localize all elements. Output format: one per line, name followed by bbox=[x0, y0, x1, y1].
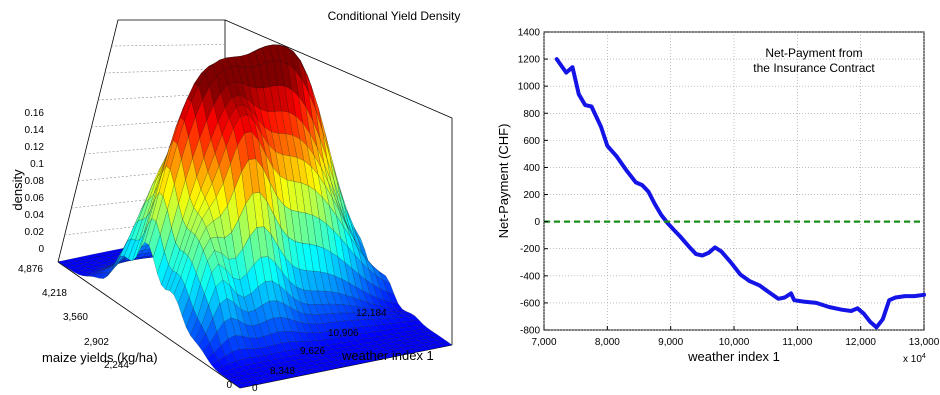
z-tick-label: 0.1 bbox=[30, 159, 44, 170]
back-gridline bbox=[111, 44, 226, 47]
z-tick-label: 0.04 bbox=[25, 210, 45, 221]
z-tick-label: 0.14 bbox=[25, 125, 45, 136]
y-tick-label: 1000 bbox=[518, 82, 541, 93]
z-tick-label: 0.02 bbox=[25, 227, 45, 238]
x-tick-label: 11,000 bbox=[782, 337, 812, 348]
y-tick-label: 1200 bbox=[518, 55, 541, 66]
y-tick-label: -400 bbox=[520, 271, 540, 282]
z-axis-ticks: 0.16 0.14 0.12 0.1 0.08 0.06 0.04 0.02 0 bbox=[25, 108, 45, 255]
line-title-line-2: the Insurance Contract bbox=[753, 61, 875, 75]
surface-z-label: density bbox=[10, 169, 25, 211]
x-tick-label: 9,000 bbox=[658, 337, 683, 348]
maize-tick-label: 2,244 bbox=[104, 360, 129, 371]
line-y-label: Net-Payment (CHF) bbox=[496, 124, 511, 239]
surface-title: Conditional Yield Density bbox=[328, 9, 461, 23]
line-series bbox=[544, 57, 926, 330]
maize-axis-ticks: 4,876 4,218 3,560 2,902 2,244 0 bbox=[18, 264, 232, 391]
y-tick-label: 400 bbox=[523, 163, 540, 174]
x-multiplier-exp: 4 bbox=[922, 353, 926, 360]
y-tick-label: -800 bbox=[520, 326, 540, 337]
back-gridline bbox=[77, 166, 226, 182]
surface-y-label: weather index 1 bbox=[341, 348, 434, 363]
y-tick-label: 1400 bbox=[518, 28, 541, 39]
x-tick-label: 13,000 bbox=[909, 337, 940, 348]
surface-patch bbox=[235, 383, 248, 389]
maize-tick-label: 0 bbox=[226, 380, 232, 391]
x-tick-label: 12,000 bbox=[845, 337, 876, 348]
x-tick-label: 8,000 bbox=[595, 337, 620, 348]
maize-tick-label: 3,560 bbox=[63, 312, 88, 323]
z-tick-label: 0.08 bbox=[25, 176, 45, 187]
x-tick-label: 7,000 bbox=[531, 337, 556, 348]
maize-tick-label: 4,876 bbox=[18, 264, 43, 275]
y-tick-label: 200 bbox=[523, 190, 540, 201]
maize-tick-label: 2,902 bbox=[84, 337, 109, 348]
weather-tick-label: 0 bbox=[252, 383, 258, 394]
line-y-ticks: 1400 1200 1000 800 600 400 200 0 -200 -400 -600 -80… bbox=[518, 28, 548, 337]
weather-tick-label: 9,626 bbox=[300, 346, 325, 357]
surface-strips bbox=[57, 44, 453, 389]
y-tick-label: 0 bbox=[534, 217, 540, 228]
y-tick-label: -600 bbox=[520, 298, 540, 309]
weather-tick-label: 8,348 bbox=[270, 366, 295, 377]
z-tick-label: 0.06 bbox=[25, 193, 45, 204]
y-tick-label: -200 bbox=[520, 244, 540, 255]
x-tick-label: 10,000 bbox=[719, 337, 750, 348]
surface-x-label: maize yields (kg/ha) bbox=[42, 350, 158, 365]
net-payment-line bbox=[554, 57, 926, 330]
x-multiplier-base: x 10 bbox=[903, 354, 922, 365]
maize-tick-label: 4,218 bbox=[42, 288, 67, 299]
weather-tick-label: 10,906 bbox=[328, 328, 359, 339]
z-tick-label: 0.16 bbox=[25, 108, 45, 119]
plot-area bbox=[543, 31, 925, 331]
line-x-label: weather index 1 bbox=[687, 349, 780, 364]
z-tick-label: 0.12 bbox=[25, 142, 45, 153]
x-multiplier: x 104 bbox=[903, 353, 926, 365]
line-x-ticks: 7,000 8,000 9,000 10,000 11,000 12,000 13,000 bbox=[531, 326, 940, 348]
line-chart: 1400 1200 1000 800 600 400 200 0 -200 -400 -600 -80… bbox=[496, 28, 940, 366]
z-tick-label: 0 bbox=[38, 244, 44, 255]
weather-tick-label: 12,184 bbox=[356, 308, 387, 319]
y-tick-label: 800 bbox=[523, 109, 540, 120]
line-title-line-1: Net-Payment from bbox=[765, 46, 862, 60]
y-tick-label: 600 bbox=[523, 136, 540, 147]
surface-chart: Conditional Yield Density 0.160.140.120.… bbox=[10, 9, 460, 394]
